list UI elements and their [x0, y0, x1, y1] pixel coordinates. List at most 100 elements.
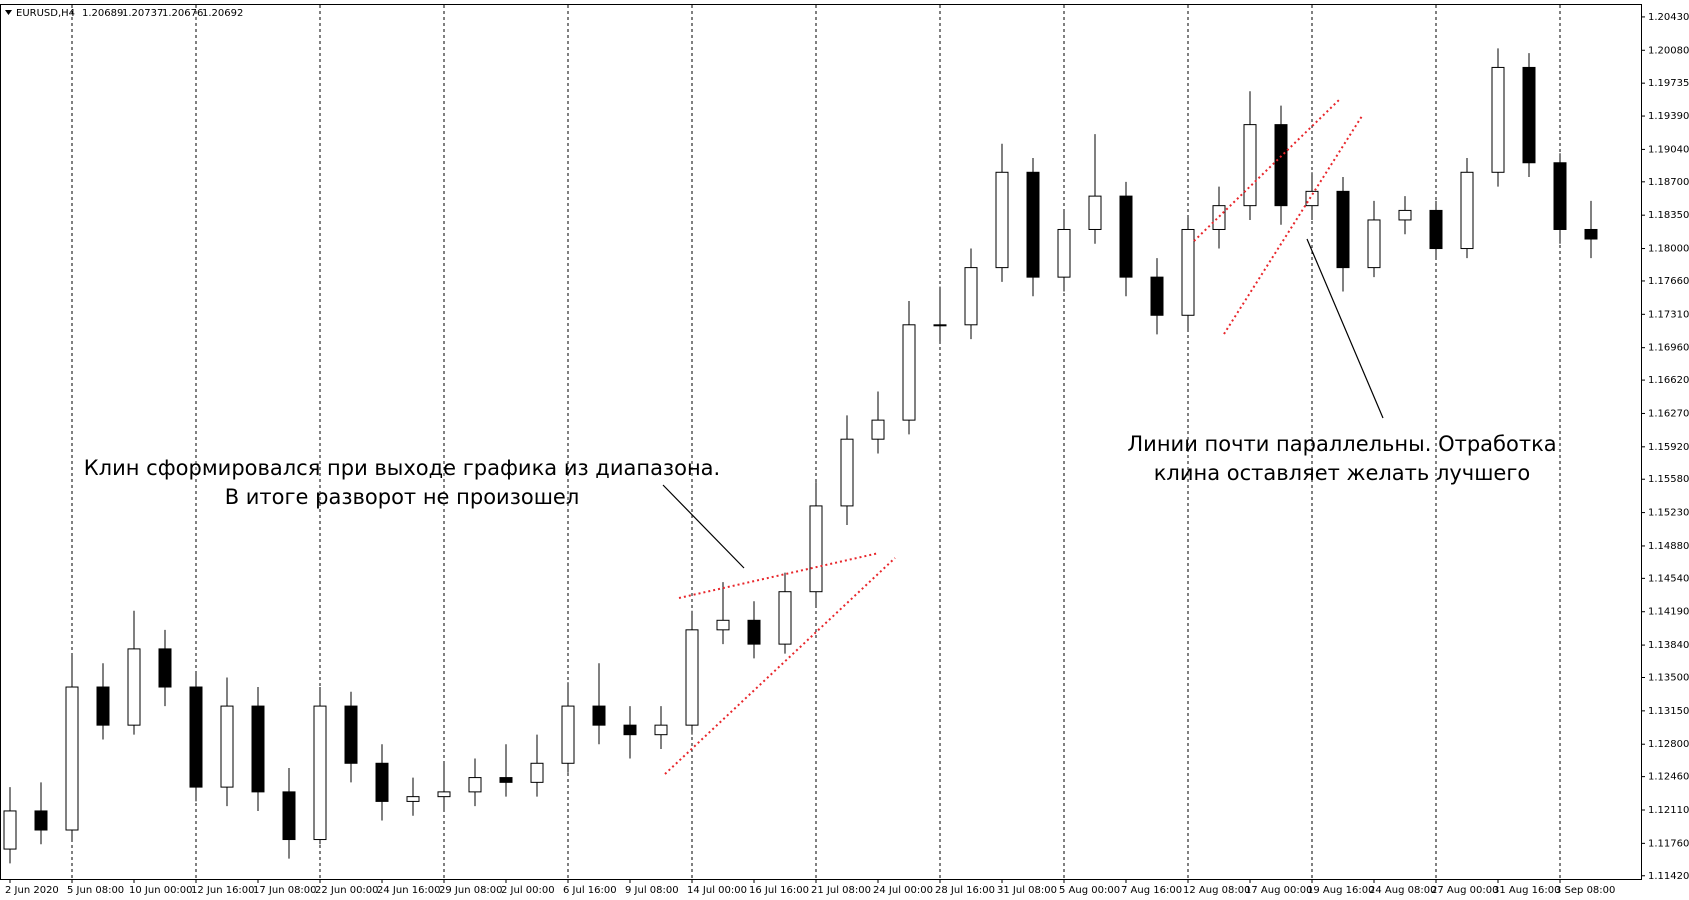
candle-body — [375, 762, 389, 802]
candle-body — [716, 619, 730, 631]
annotation: Линии почти параллельны. Отработка — [1127, 432, 1556, 456]
plot-frame — [0, 4, 1642, 880]
candle-body — [933, 324, 947, 327]
y-tick-label: 1.12460 — [1648, 772, 1689, 783]
y-tick-label: 1.12800 — [1648, 739, 1689, 750]
x-tick-label: 2 Jun 2020 — [5, 885, 59, 896]
y-tick-label: 1.15920 — [1648, 442, 1689, 453]
x-tick-label: 24 Jul 00:00 — [873, 885, 933, 896]
candle-body — [1274, 124, 1288, 207]
header-price: 1.20689 — [82, 8, 123, 19]
candle-body — [1119, 195, 1133, 278]
candle-body — [158, 648, 172, 688]
y-tick-label: 1.14540 — [1648, 573, 1689, 584]
x-tick-label: 24 Jun 16:00 — [377, 885, 441, 896]
x-tick-label: 29 Jun 08:00 — [439, 885, 503, 896]
x-tick-label: 12 Aug 08:00 — [1183, 885, 1250, 896]
x-tick-label: 14 Jul 00:00 — [687, 885, 747, 896]
header-price: 1.20692 — [202, 8, 243, 19]
trend-lines — [664, 98, 1363, 775]
menu-arrow[interactable] — [5, 10, 12, 15]
candle-body — [1460, 171, 1474, 250]
candle-body — [654, 724, 668, 736]
candle-body — [189, 686, 203, 788]
x-tick-label: 6 Jul 16:00 — [563, 885, 617, 896]
candles — [3, 48, 1598, 864]
candle-body — [530, 762, 544, 783]
candle-body — [65, 686, 79, 831]
candle-body — [1584, 228, 1598, 240]
x-tick-label: 28 Jul 16:00 — [935, 885, 995, 896]
candle-body — [592, 705, 606, 726]
y-tick-label: 1.11760 — [1648, 838, 1689, 849]
x-tick-label: 10 Jun 00:00 — [129, 885, 193, 896]
candle-body — [1181, 228, 1195, 316]
y-tick-label: 1.19390 — [1648, 111, 1689, 122]
y-tick-label: 1.12110 — [1648, 805, 1689, 816]
y-tick-label: 1.19735 — [1648, 78, 1689, 89]
annotation: Клин сформировался при выходе графика из… — [84, 456, 720, 480]
header-price: 1.20676 — [162, 8, 203, 19]
candle-body — [623, 724, 637, 736]
y-tick-label: 1.15580 — [1648, 474, 1689, 485]
candle-body — [3, 810, 17, 850]
y-tick-label: 1.15230 — [1648, 508, 1689, 519]
x-tick-label: 24 Aug 08:00 — [1369, 885, 1436, 896]
y-tick-label: 1.13500 — [1648, 672, 1689, 683]
wedge-upper — [1193, 98, 1341, 242]
candle-body — [778, 591, 792, 645]
candle-body — [251, 705, 265, 793]
candle-body — [96, 686, 110, 726]
header-price: 1.20737 — [122, 8, 163, 19]
y-tick-label: 1.13840 — [1648, 640, 1689, 651]
candle-body — [1491, 66, 1505, 173]
annotation: клина оставляет желать лучшего — [1154, 461, 1530, 485]
y-tick-label: 1.17660 — [1648, 276, 1689, 287]
candle-body — [344, 705, 358, 764]
y-tick-label: 1.16270 — [1648, 408, 1689, 419]
x-tick-label: 19 Aug 16:00 — [1307, 885, 1374, 896]
candle-body — [1367, 219, 1381, 269]
y-tick-label: 1.18350 — [1648, 210, 1689, 221]
candle-body — [1026, 171, 1040, 278]
x-tick-label: 17 Aug 00:00 — [1245, 885, 1312, 896]
y-tick-label: 1.18700 — [1648, 177, 1689, 188]
x-tick-label: 21 Jul 08:00 — [811, 885, 871, 896]
candle-body — [1150, 276, 1164, 316]
candle-body — [809, 505, 823, 593]
candle-body — [220, 705, 234, 788]
candle-body — [406, 796, 420, 802]
x-tick-label: 3 Sep 08:00 — [1555, 885, 1615, 896]
x-tick-label: 31 Jul 08:00 — [997, 885, 1057, 896]
candle-body — [499, 777, 513, 783]
candle-body — [127, 648, 141, 726]
x-tick-label: 12 Jun 16:00 — [191, 885, 255, 896]
candle-body — [1305, 190, 1319, 207]
candle-body — [561, 705, 575, 764]
y-tick-label: 1.20080 — [1648, 45, 1689, 56]
wedge-lower — [1223, 115, 1363, 335]
candle-body — [437, 791, 451, 798]
x-tick-label: 2 Jul 00:00 — [501, 885, 555, 896]
candle-body — [1522, 66, 1536, 164]
x-tick-label: 31 Aug 16:00 — [1493, 885, 1560, 896]
y-tick-label: 1.11420 — [1648, 871, 1689, 882]
y-tick-label: 1.20430 — [1648, 12, 1689, 23]
candle-body — [871, 419, 885, 440]
candle-body — [1553, 162, 1567, 230]
y-tick-label: 1.18000 — [1648, 244, 1689, 255]
candle-body — [1429, 209, 1443, 250]
annotation: В итоге разворот не произошел — [225, 485, 580, 509]
candle-body — [1057, 228, 1071, 278]
candle-body — [747, 619, 761, 645]
pointer — [1306, 238, 1384, 419]
candle-body — [840, 438, 854, 507]
symbol: EURUSD,H4 — [16, 8, 75, 19]
x-tick-label: 27 Aug 00:00 — [1431, 885, 1498, 896]
candle-body — [468, 777, 482, 793]
candle-body — [995, 171, 1009, 269]
x-tick-label: 9 Jul 08:00 — [625, 885, 679, 896]
x-tick-label: 7 Aug 16:00 — [1121, 885, 1182, 896]
